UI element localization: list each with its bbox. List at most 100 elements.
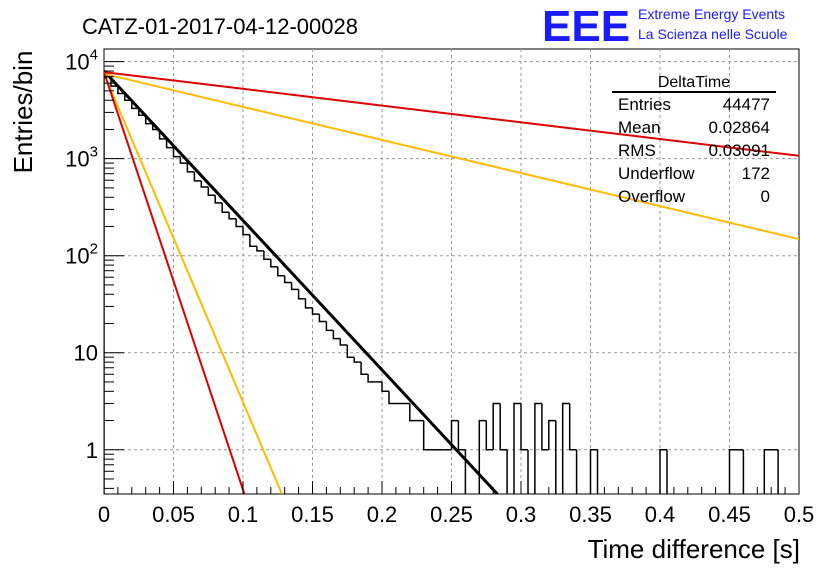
fit-line <box>104 71 799 157</box>
histogram-bin <box>388 391 396 405</box>
stats-row-value: 0.02864 <box>709 118 770 137</box>
histogram-bin <box>131 100 139 110</box>
histogram-bin <box>541 403 549 451</box>
histogram-bin <box>235 218 243 228</box>
histogram-bin <box>763 449 772 494</box>
x-tick-label: 0.45 <box>708 502 751 527</box>
histogram-bin <box>110 76 118 87</box>
histogram-bin <box>409 403 417 422</box>
fit-curves <box>104 69 799 494</box>
histogram-bin <box>506 449 508 494</box>
x-axis-label: Time difference [s] <box>588 534 800 564</box>
histogram-bin <box>450 419 459 450</box>
stats-rows: Entries 44477 Mean 0.02864 RMS 0.03091 Underfl… <box>618 95 770 206</box>
x-tick-label: 0.1 <box>228 502 259 527</box>
stats-row-label: Mean <box>618 118 661 137</box>
histogram-bin <box>318 314 327 323</box>
histogram-bin <box>499 403 508 451</box>
histogram-bin <box>186 163 195 173</box>
histogram-bin <box>367 374 376 383</box>
histogram-bin <box>277 266 285 277</box>
histogram-bin <box>485 420 494 451</box>
histogram-bin <box>464 449 467 494</box>
histogram-bin <box>311 307 320 315</box>
histogram-bin <box>568 403 577 451</box>
histogram-bin <box>561 402 570 494</box>
histogram-bin <box>214 195 223 204</box>
histogram-bin <box>520 403 528 451</box>
histogram-bin <box>422 420 431 451</box>
histogram-bin <box>513 402 521 494</box>
histogram-bin <box>263 250 271 260</box>
histogram-bin <box>172 147 181 158</box>
histogram-bin <box>242 226 250 236</box>
histogram-bin <box>256 246 264 252</box>
histogram-bin <box>534 402 542 494</box>
stats-box: DeltaTime Entries 44477 Mean 0.02864 RMS 0.03… <box>612 74 776 206</box>
histogram-bin <box>457 420 466 451</box>
stats-title: DeltaTime <box>658 74 730 91</box>
y-tick-label: 104 <box>65 47 98 75</box>
histogram-bin <box>270 259 278 268</box>
histogram-bin <box>575 449 578 494</box>
histogram-bin <box>249 234 257 248</box>
grid <box>104 49 799 494</box>
x-tick-label: 0.5 <box>784 502 815 527</box>
histogram-bin <box>221 202 230 214</box>
histogram-bin <box>151 123 160 131</box>
histogram-bin <box>339 338 348 346</box>
histogram-bin <box>596 449 599 494</box>
stats-row-value: 0 <box>761 187 770 206</box>
stats-row-label: Entries <box>618 95 671 114</box>
x-tick-label: 0.35 <box>569 502 612 527</box>
run-title: CATZ-01-2017-04-12-00028 <box>82 14 358 39</box>
histogram-bin <box>144 115 153 125</box>
axes: 0 0.05 0.1 0.15 0.2 0.25 0.3 0.35 0.4 0.45 0.5 1 10 1… <box>65 47 814 527</box>
histogram-bin <box>478 419 487 494</box>
y-tick-label: 102 <box>65 241 98 269</box>
stats-row-value: 172 <box>742 164 770 183</box>
histogram-bin <box>290 282 299 291</box>
stats-row-value: 44477 <box>723 95 770 114</box>
histogram-bin <box>777 449 779 494</box>
histogram-bin <box>193 171 202 182</box>
y-tick-label: 1 <box>86 438 98 463</box>
x-tick-label: 0 <box>98 502 110 527</box>
histogram-bin <box>332 330 341 340</box>
stats-row-label: RMS <box>618 141 656 160</box>
histogram-bin <box>492 402 501 450</box>
stats-row-label: Underflow <box>618 164 695 183</box>
histogram-bin <box>124 93 132 102</box>
histogram-bin <box>353 357 362 363</box>
histogram-bin <box>138 108 146 117</box>
y-axis-label: Entries/bin <box>8 51 38 174</box>
x-tick-label: 0.15 <box>291 502 334 527</box>
histogram-bin <box>346 345 355 358</box>
stats-row-label: Overflow <box>618 187 686 206</box>
histogram-bin <box>165 138 174 149</box>
histogram-bin <box>228 212 237 220</box>
histogram-bin <box>158 129 167 140</box>
y-tick-label: 103 <box>65 144 98 172</box>
histogram-bin <box>527 449 529 494</box>
histogram-bin <box>381 381 389 393</box>
eee-logo: EEE <box>542 2 630 51</box>
histogram-bin <box>304 298 313 309</box>
logo-line-1: Extreme Energy Events <box>638 6 785 22</box>
x-tick-label: 0.4 <box>645 502 676 527</box>
histogram-bin <box>117 86 125 95</box>
histogram-bin <box>555 420 557 494</box>
histogram <box>104 75 779 494</box>
x-tick-label: 0.2 <box>367 502 398 527</box>
histogram-bin <box>742 449 745 494</box>
histogram-bin <box>666 449 668 494</box>
fit-line <box>104 73 283 494</box>
histogram-bin <box>283 275 292 284</box>
y-tick-label: 10 <box>74 341 98 366</box>
fit-line <box>104 72 799 241</box>
logo-line-2: La Scienza nelle Scuole <box>638 26 788 42</box>
fit-line <box>104 69 499 494</box>
histogram-bin <box>200 180 209 188</box>
histogram-bin <box>325 321 334 332</box>
